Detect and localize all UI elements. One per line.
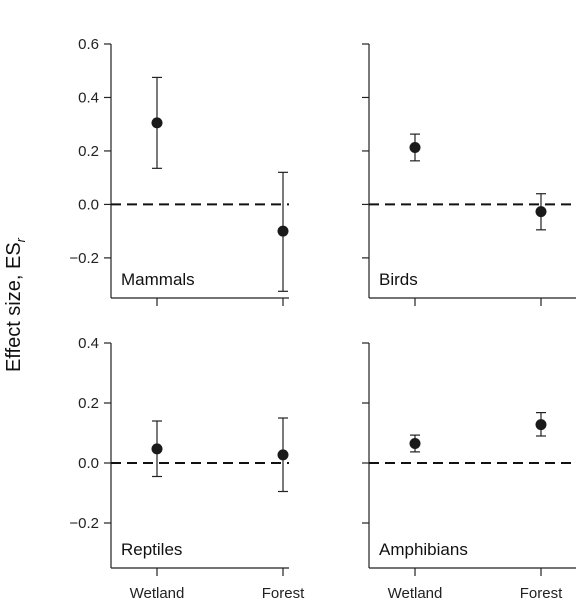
panel-label: Reptiles — [121, 540, 182, 559]
data-point — [151, 117, 163, 129]
y-tick-label: 0.6 — [78, 36, 99, 53]
panel-group: 0.6 0.4 0.2 0.0 −0.2 Mammals Birds 0.4 0.2 0.0 −0.… — [69, 36, 576, 601]
data-point — [535, 206, 547, 218]
y-axis-label-subscript: r — [13, 237, 28, 242]
data-point — [535, 419, 547, 431]
y-tick-label: 0.0 — [78, 196, 99, 213]
y-tick-label: −0.2 — [69, 250, 99, 267]
y-tick-label: 0.0 — [78, 455, 99, 472]
panel-birds: Birds — [362, 43, 576, 306]
x-tick-label: Forest — [520, 585, 563, 601]
data-point — [277, 449, 289, 461]
data-point — [409, 438, 421, 449]
y-tick-label: 0.4 — [78, 89, 99, 106]
panel-reptiles: 0.4 0.2 0.0 −0.2 Wetland Forest Reptiles — [69, 335, 305, 601]
y-tick-label: 0.2 — [78, 143, 99, 160]
data-point — [409, 141, 421, 153]
panel-amphibians: Wetland Forest Amphibians — [362, 342, 576, 601]
data-point — [151, 443, 163, 455]
panel-label: Amphibians — [379, 540, 468, 559]
x-tick-label: Wetland — [388, 585, 443, 601]
y-tick-label: 0.4 — [78, 335, 99, 352]
panel-label: Birds — [379, 270, 418, 289]
y-tick-label: −0.2 — [69, 515, 99, 532]
y-tick-label: 0.2 — [78, 395, 99, 412]
x-tick-label: Forest — [262, 585, 305, 601]
panel-mammals: 0.6 0.4 0.2 0.0 −0.2 Mammals — [69, 36, 289, 306]
data-point — [277, 225, 289, 237]
y-axis-label-text: Effect size, ES — [3, 242, 25, 372]
x-tick-label: Wetland — [130, 585, 185, 601]
y-axis-label: Effect size, ESr — [3, 237, 28, 372]
panel-label: Mammals — [121, 270, 195, 289]
